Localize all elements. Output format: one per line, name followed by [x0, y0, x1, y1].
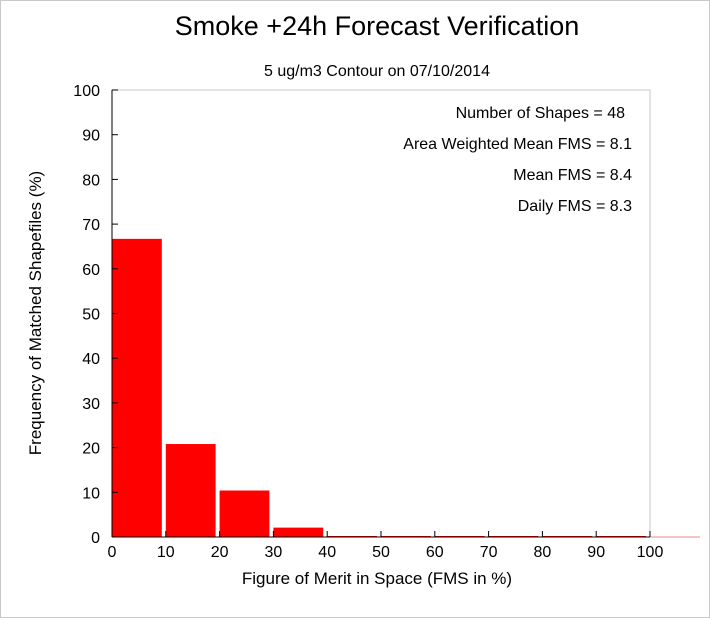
y-tick-label: 50	[82, 307, 100, 324]
y-tick-label: 100	[73, 83, 100, 100]
bar-0-10	[112, 238, 162, 537]
y-tick-label: 70	[82, 217, 100, 234]
x-tick-label: 20	[211, 544, 229, 561]
x-tick-label: 90	[587, 544, 605, 561]
chart-subtitle: 5 ug/m3 Contour on 07/10/2014	[264, 63, 490, 80]
y-tick-label: 80	[82, 172, 100, 189]
y-tick-label: 40	[82, 351, 100, 368]
y-tick-label: 90	[82, 128, 100, 145]
bar-20-30	[219, 490, 270, 537]
y-tick-label: 0	[91, 530, 100, 547]
stat-annotation: Daily FMS = 8.3	[518, 198, 632, 215]
x-tick-label: 50	[372, 544, 390, 561]
x-tick-label: 100	[637, 544, 664, 561]
x-tick-label: 80	[534, 544, 552, 561]
y-ticks-group: 0 10 20 30 40 50 60 70 80 90 100	[73, 83, 118, 547]
x-tick-label: 40	[318, 544, 336, 561]
chart-title: Smoke +24h Forecast Verification	[175, 11, 579, 41]
stat-annotation: Mean FMS = 8.4	[513, 167, 632, 184]
bar-30-40	[273, 527, 324, 537]
y-tick-label: 60	[82, 262, 100, 279]
bars-group	[112, 238, 324, 537]
bar-10-20	[165, 444, 216, 537]
y-axis-label: Frequency of Matched Shapefiles (%)	[26, 171, 45, 455]
x-tick-label: 30	[265, 544, 283, 561]
y-tick-label: 30	[82, 396, 100, 413]
annotations-group: Number of Shapes = 48 Area Weighted Mean …	[403, 105, 632, 215]
stat-annotation: Number of Shapes = 48	[456, 105, 626, 122]
x-tick-label: 70	[480, 544, 498, 561]
x-axis-label: Figure of Merit in Space (FMS in %)	[242, 569, 512, 588]
x-ticks-group: 0 10 20 30 40 50 60 70 80 90 100	[108, 531, 664, 561]
y-tick-label: 20	[82, 441, 100, 458]
x-tick-label: 0	[108, 544, 117, 561]
stat-annotation: Area Weighted Mean FMS = 8.1	[403, 136, 632, 153]
x-tick-label: 60	[426, 544, 444, 561]
y-tick-label: 10	[82, 485, 100, 502]
x-tick-label: 10	[157, 544, 175, 561]
